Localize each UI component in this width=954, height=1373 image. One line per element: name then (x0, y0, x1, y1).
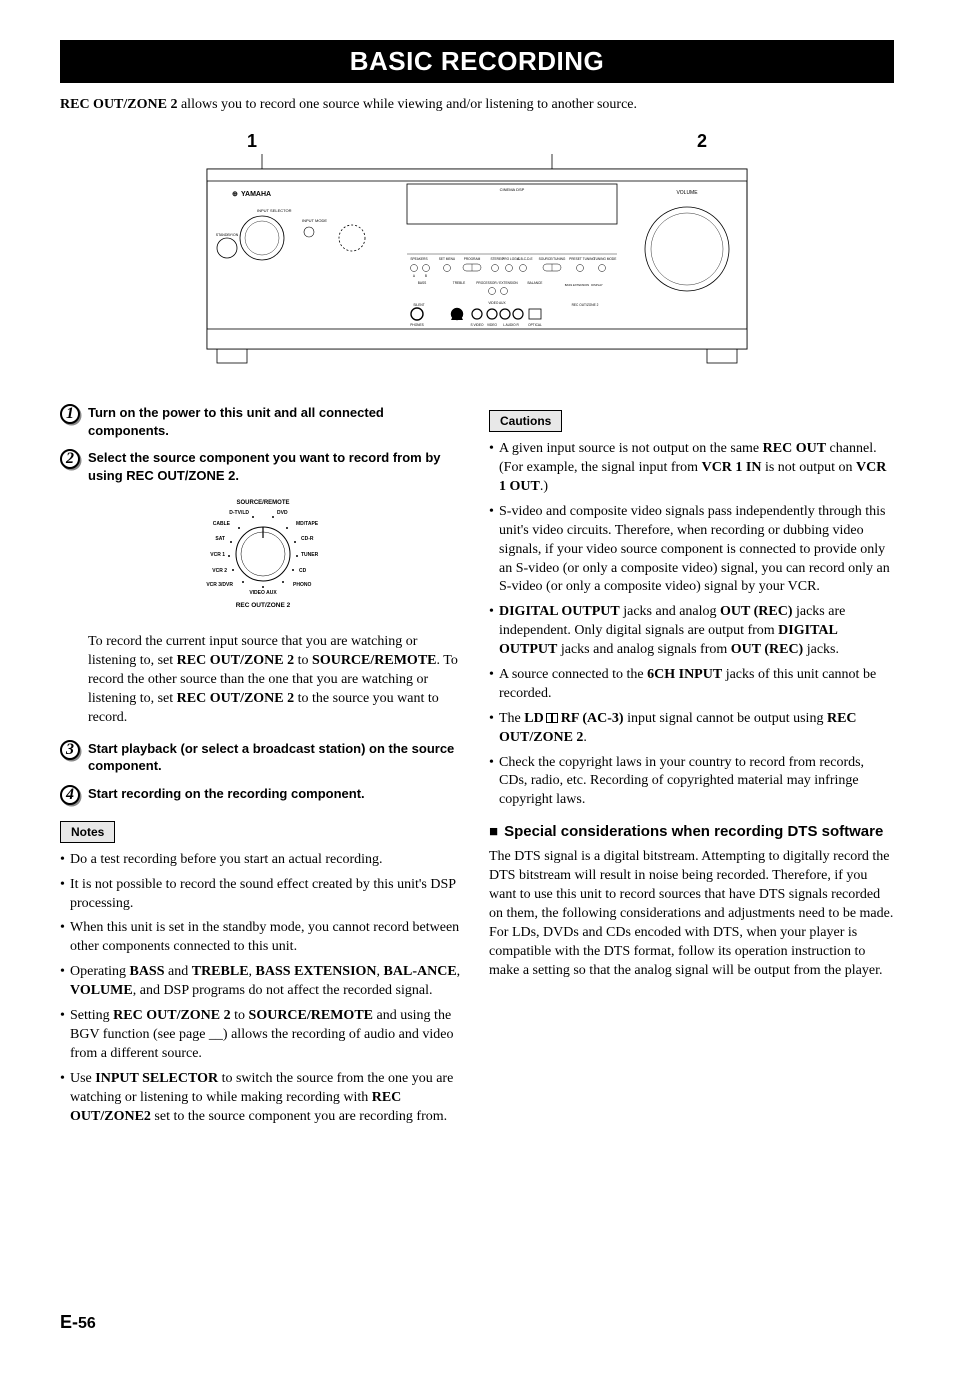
intro-rest: allows you to record one source while vi… (177, 97, 637, 112)
svg-text:VIDEO AUX: VIDEO AUX (488, 301, 506, 305)
note-item: Use INPUT SELECTOR to switch the source … (60, 1070, 465, 1127)
caution-item: Check the copyright laws in your country… (489, 754, 894, 811)
svg-text:PHONES: PHONES (410, 323, 423, 327)
svg-text:S VIDEO: S VIDEO (471, 323, 484, 327)
intro-bold: REC OUT/ZONE 2 (60, 97, 177, 112)
svg-text:INPUT MODE: INPUT MODE (302, 218, 327, 223)
step-1-text: Turn on the power to this unit and all c… (88, 404, 465, 439)
svg-text:MD/TAPE: MD/TAPE (296, 521, 319, 527)
device-svg: CINEMA DSP ⊕ YAMAHA INPUT SELECTOR STAND… (197, 154, 757, 374)
caution-item: DIGITAL OUTPUT jacks and analog OUT (REC… (489, 603, 894, 660)
svg-text:BASS EXTENSION: BASS EXTENSION (565, 283, 589, 287)
step-2-icon: 2 (60, 449, 80, 469)
note-item: When this unit is set in the standby mod… (60, 919, 465, 957)
svg-text:SPEAKERS: SPEAKERS (410, 257, 427, 261)
step-1-icon: 1 (60, 404, 80, 424)
step-2-explain: To record the current input source that … (88, 633, 465, 727)
svg-text:BASS: BASS (418, 281, 427, 285)
rec-out-dial: SOURCE/REMOTE D-TV/LD DVD CABLE MD/TAPE … (60, 494, 465, 621)
svg-text:L AUDIO R: L AUDIO R (503, 323, 519, 327)
notes-list: Do a test recording before you start an … (60, 851, 465, 1127)
svg-text:CABLE: CABLE (212, 521, 230, 527)
step-4-icon: 4 (60, 785, 80, 805)
svg-text:DVD: DVD (277, 510, 288, 516)
step-2-text: Select the source component you want to … (88, 449, 465, 484)
svg-text:VIDEO: VIDEO (487, 323, 497, 327)
svg-text:TUNING MODE: TUNING MODE (594, 257, 617, 261)
svg-text:SILENT: SILENT (413, 303, 424, 307)
svg-text:D-TV/LD: D-TV/LD (229, 510, 249, 516)
step-4-text: Start recording on the recording compone… (88, 785, 465, 803)
caution-item: S-video and composite video signals pass… (489, 503, 894, 597)
svg-text:CINEMA DSP: CINEMA DSP (500, 187, 525, 192)
dts-heading-text: Special considerations when recording DT… (504, 822, 883, 842)
intro-text: REC OUT/ZONE 2 allows you to record one … (60, 97, 894, 113)
svg-text:VCR 1: VCR 1 (210, 552, 225, 558)
svg-text:DISPLAY: DISPLAY (591, 283, 603, 287)
left-column: 1 Turn on the power to this unit and all… (60, 404, 465, 1132)
svg-text:REC OUT/ZONE 2: REC OUT/ZONE 2 (235, 602, 290, 609)
svg-text:SET MENU: SET MENU (439, 257, 456, 261)
page-banner: BASIC RECORDING (60, 40, 894, 83)
content-columns: 1 Turn on the power to this unit and all… (60, 404, 894, 1132)
svg-text:TREBLE: TREBLE (453, 281, 465, 285)
svg-text:B: B (425, 274, 427, 278)
note-item: It is not possible to record the sound e… (60, 876, 465, 914)
svg-text:SOURCE/TUNING: SOURCE/TUNING (539, 257, 566, 261)
caution-item: A source connected to the 6CH INPUT jack… (489, 666, 894, 704)
note-item: Do a test recording before you start an … (60, 851, 465, 870)
step-4: 4 Start recording on the recording compo… (60, 785, 465, 805)
svg-text:VCR 3/DVR: VCR 3/DVR (206, 582, 233, 588)
svg-text:BALANCE: BALANCE (528, 281, 543, 285)
svg-text:TUNER: TUNER (301, 552, 319, 558)
step-2: 2 Select the source component you want t… (60, 449, 465, 484)
svg-text:VIDEO AUX: VIDEO AUX (249, 590, 277, 596)
svg-text:PHONO: PHONO (293, 582, 311, 588)
svg-text:CD-R: CD-R (301, 536, 314, 542)
callout-2: 2 (697, 131, 707, 152)
svg-text:STANDBY/ON: STANDBY/ON (216, 233, 239, 237)
svg-text:YAMAHA: YAMAHA (241, 191, 271, 198)
callout-1: 1 (247, 131, 257, 152)
svg-text:⊕: ⊕ (232, 191, 238, 198)
step-3: 3 Start playback (or select a broadcast … (60, 740, 465, 775)
page-number: E-56 (60, 1312, 894, 1333)
page-num-value: 56 (78, 1315, 96, 1332)
page-prefix: E- (60, 1312, 78, 1332)
step-3-icon: 3 (60, 740, 80, 760)
dts-heading: ■ Special considerations when recording … (489, 822, 894, 842)
device-diagram: 1 2 CINEMA DSP ⊕ YAMAHA INPUT SELECTOR S… (60, 131, 894, 374)
note-item: Operating BASS and TREBLE, BASS EXTENSIO… (60, 963, 465, 1001)
dts-paragraph: The DTS signal is a digital bitstream. A… (489, 848, 894, 980)
note-item: Setting REC OUT/ZONE 2 to SOURCE/REMOTE … (60, 1007, 465, 1064)
square-bullet-icon: ■ (489, 822, 498, 842)
svg-text:A-B-C-D-E: A-B-C-D-E (517, 257, 532, 261)
svg-text:SOURCE/REMOTE: SOURCE/REMOTE (236, 500, 289, 506)
notes-label: Notes (60, 821, 115, 843)
svg-text:PRESET TUNING: PRESET TUNING (569, 257, 595, 261)
svg-text:INPUT SELECTOR: INPUT SELECTOR (257, 208, 292, 213)
svg-text:REC OUT/ZONE 2: REC OUT/ZONE 2 (572, 303, 599, 307)
svg-text:SAT: SAT (215, 536, 225, 542)
right-column: Cautions A given input source is not out… (489, 404, 894, 989)
step-1: 1 Turn on the power to this unit and all… (60, 404, 465, 439)
svg-text:VCR 2: VCR 2 (212, 568, 227, 574)
step-3-text: Start playback (or select a broadcast st… (88, 740, 465, 775)
cautions-label: Cautions (489, 410, 562, 432)
svg-text:OPTICAL: OPTICAL (528, 323, 542, 327)
caution-item: The LD RF (AC-3) input signal cannot be … (489, 710, 894, 748)
cautions-list: A given input source is not output on th… (489, 440, 894, 810)
svg-text:CD: CD (299, 568, 307, 574)
svg-text:PROGRAM: PROGRAM (464, 257, 481, 261)
svg-text:PROCESSOR / EXTENSION: PROCESSOR / EXTENSION (476, 281, 518, 285)
svg-text:VOLUME: VOLUME (676, 190, 698, 196)
caution-item: A given input source is not output on th… (489, 440, 894, 497)
